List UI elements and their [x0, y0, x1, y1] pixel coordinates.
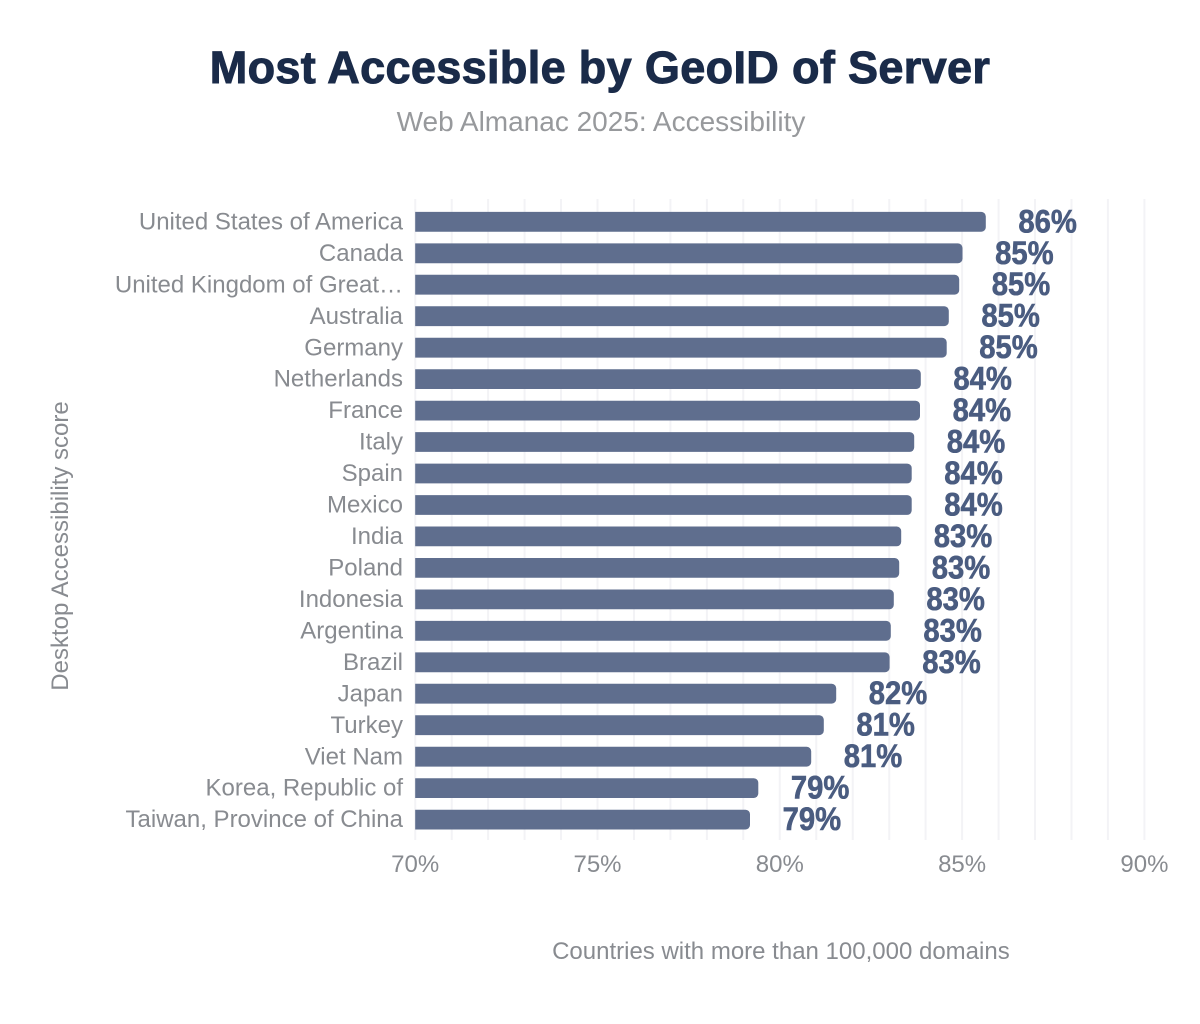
svg-text:Spain: Spain	[342, 460, 403, 487]
svg-text:84%: 84%	[944, 487, 1003, 523]
svg-text:85%: 85%	[992, 266, 1051, 302]
svg-text:Australia: Australia	[310, 303, 404, 330]
svg-text:Indonesia: Indonesia	[299, 586, 404, 613]
svg-text:84%: 84%	[953, 361, 1012, 397]
svg-text:84%: 84%	[947, 424, 1006, 460]
svg-text:Poland: Poland	[328, 555, 403, 582]
svg-text:Brazil: Brazil	[343, 649, 403, 676]
svg-text:France: France	[328, 397, 403, 424]
svg-text:90%: 90%	[1120, 851, 1168, 878]
svg-text:84%: 84%	[944, 455, 1003, 491]
svg-text:Canada: Canada	[319, 240, 404, 267]
svg-text:85%: 85%	[995, 235, 1054, 271]
svg-text:Germany: Germany	[304, 334, 403, 361]
svg-text:Countries with more than 100,0: Countries with more than 100,000 domains	[552, 938, 1010, 965]
svg-text:Turkey: Turkey	[331, 712, 403, 739]
svg-text:85%: 85%	[938, 851, 986, 878]
svg-text:83%: 83%	[923, 612, 982, 648]
svg-text:83%: 83%	[926, 581, 985, 617]
svg-text:83%: 83%	[934, 518, 993, 554]
svg-text:86%: 86%	[1018, 203, 1077, 239]
svg-text:Most Accessible by GeoID of Se: Most Accessible by GeoID of Server	[210, 42, 991, 93]
svg-text:85%: 85%	[979, 329, 1038, 365]
svg-text:Japan: Japan	[338, 680, 403, 707]
svg-text:81%: 81%	[844, 738, 903, 774]
svg-text:Korea, Republic of: Korea, Republic of	[206, 775, 404, 802]
svg-text:India: India	[351, 523, 404, 550]
svg-text:Desktop Accessibility score: Desktop Accessibility score	[47, 401, 74, 690]
svg-text:Mexico: Mexico	[327, 492, 403, 519]
svg-text:79%: 79%	[791, 770, 850, 806]
svg-text:United Kingdom of Great…: United Kingdom of Great…	[115, 271, 403, 298]
svg-text:81%: 81%	[856, 707, 915, 743]
svg-text:82%: 82%	[869, 675, 928, 711]
svg-text:75%: 75%	[573, 851, 621, 878]
svg-text:84%: 84%	[953, 392, 1012, 428]
svg-text:Taiwan, Province of China: Taiwan, Province of China	[126, 806, 404, 833]
svg-text:80%: 80%	[756, 851, 804, 878]
svg-text:Italy: Italy	[359, 429, 403, 456]
svg-text:85%: 85%	[981, 298, 1040, 334]
svg-text:70%: 70%	[391, 851, 439, 878]
svg-text:83%: 83%	[932, 549, 991, 585]
svg-text:Netherlands: Netherlands	[274, 366, 403, 393]
svg-text:Viet Nam: Viet Nam	[305, 743, 403, 770]
svg-text:United States of America: United States of America	[139, 208, 404, 235]
svg-text:83%: 83%	[922, 644, 981, 680]
svg-text:Web Almanac 2025: Accessibilit: Web Almanac 2025: Accessibility	[397, 106, 806, 137]
svg-text:79%: 79%	[783, 801, 842, 837]
svg-text:Argentina: Argentina	[300, 617, 403, 644]
